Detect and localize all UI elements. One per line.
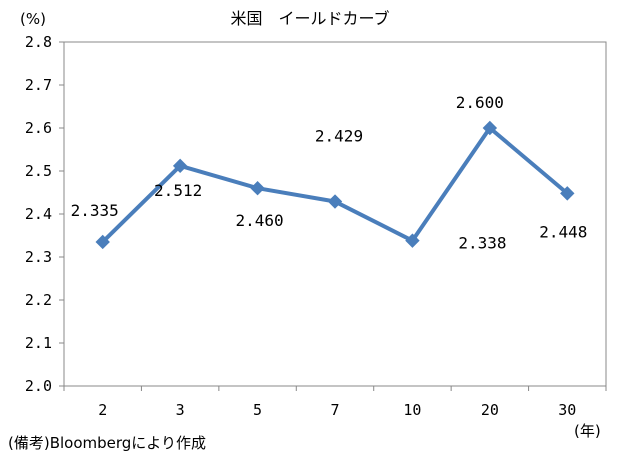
x-tick-label: 5 — [253, 401, 262, 419]
y-tick-label: 2.8 — [25, 33, 52, 51]
data-label: 2.460 — [235, 211, 283, 230]
series-point — [482, 120, 498, 136]
chart-title: 米国 イールドカーブ — [230, 9, 389, 28]
y-tick-label: 2.2 — [25, 291, 52, 309]
data-label: 2.448 — [539, 222, 587, 241]
data-label: 2.335 — [71, 201, 119, 220]
series-point — [560, 186, 575, 201]
y-tick-label: 2.0 — [25, 377, 52, 395]
series-point — [405, 233, 420, 248]
series-point — [250, 180, 265, 196]
y-axis-unit: (%) — [20, 10, 46, 28]
y-tick-label: 2.4 — [25, 205, 52, 223]
x-axis-unit: (年) — [574, 422, 601, 440]
x-tick-label: 2 — [98, 401, 107, 419]
series-point — [327, 194, 343, 209]
y-tick-label: 2.7 — [25, 76, 52, 94]
y-axis: 2.0 2.1 2.2 2.3 2.4 2.5 2.6 2.7 2.8 — [25, 33, 64, 395]
x-tick-label: 7 — [330, 401, 339, 419]
data-label: 2.338 — [458, 234, 506, 253]
y-tick-label: 2.3 — [25, 248, 52, 266]
series-point — [95, 234, 110, 250]
x-tick-label: 20 — [481, 401, 499, 419]
series-point — [172, 158, 188, 174]
data-label: 2.600 — [456, 93, 504, 112]
y-tick-label: 2.1 — [25, 334, 52, 352]
y-tick-label: 2.5 — [25, 162, 52, 180]
plot-area — [63, 41, 607, 387]
x-axis: 2 3 5 7 10 20 30 — [63, 386, 607, 419]
x-tick-label: 30 — [558, 401, 576, 419]
y-tick-label: 2.6 — [25, 119, 52, 137]
series-markers — [95, 120, 575, 250]
source-note: (備考)Bloombergにより作成 — [8, 434, 207, 452]
x-tick-label: 10 — [403, 401, 421, 419]
data-label: 2.429 — [315, 127, 363, 146]
data-labels: 2.335 2.512 2.460 2.429 2.338 2.600 2.448 — [71, 93, 588, 253]
data-label: 2.512 — [154, 181, 202, 200]
x-tick-label: 3 — [176, 401, 185, 419]
